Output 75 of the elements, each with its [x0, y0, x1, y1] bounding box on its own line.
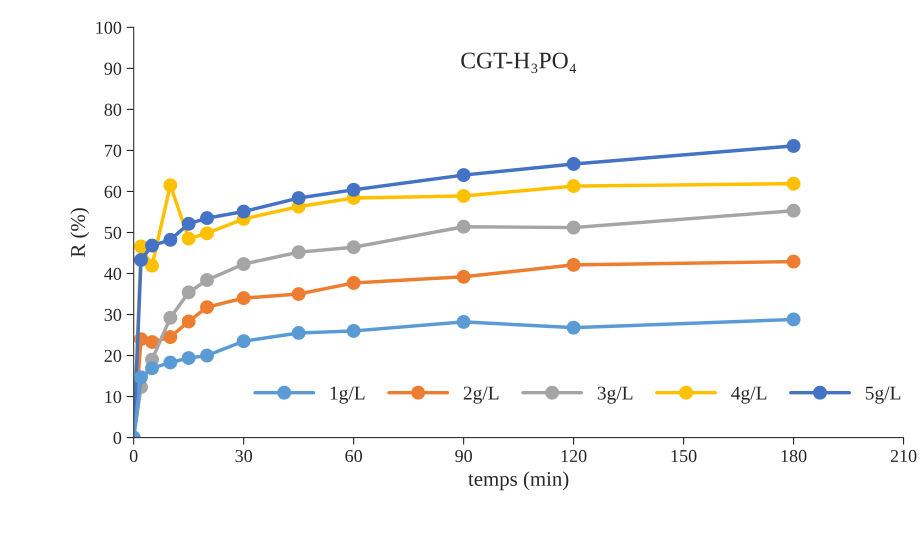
y-tick-label: 10 — [105, 390, 122, 404]
point — [346, 182, 361, 197]
x-tick-label: 90 — [455, 450, 472, 462]
legend-label: 1g/L — [330, 386, 365, 404]
text: CGT-H₃PO₄ — [461, 52, 576, 74]
x-tick-label: 60 — [345, 450, 362, 462]
y-tick-label: 70 — [105, 144, 122, 157]
y-axis-title: R (%) — [70, 208, 90, 258]
point — [456, 270, 471, 284]
point — [182, 285, 196, 300]
point — [786, 204, 801, 218]
x-axis-title: temps (min) — [468, 471, 568, 490]
point — [182, 232, 196, 246]
point — [456, 189, 471, 203]
y-tick-label: 60 — [104, 186, 122, 198]
x-tick-label: 0 — [130, 450, 138, 462]
x-tick-label: 30 — [236, 450, 252, 462]
point — [163, 356, 178, 370]
point — [163, 178, 178, 192]
point — [145, 238, 159, 253]
point — [566, 220, 581, 234]
point — [292, 245, 306, 260]
y-tick-label: 40 — [104, 268, 122, 280]
point — [200, 300, 214, 314]
legend-label: 3g/L — [598, 386, 632, 404]
point — [346, 276, 361, 290]
point — [145, 361, 159, 376]
point — [182, 351, 196, 365]
y-tick-label: 100 — [96, 22, 122, 34]
point — [134, 253, 148, 267]
legend-label: 4g/L — [731, 386, 766, 404]
point — [236, 257, 251, 272]
point — [566, 258, 581, 272]
point — [182, 314, 196, 328]
point — [163, 310, 178, 325]
point — [566, 157, 581, 171]
legend-label: 5g/L — [866, 386, 900, 404]
x-tick-label: 210 — [890, 450, 916, 462]
point — [566, 179, 581, 194]
point — [134, 370, 148, 384]
x-tick-label: 120 — [562, 450, 586, 462]
y-tick-label: 50 — [104, 226, 122, 239]
x-tick-label: 180 — [782, 450, 806, 462]
point — [346, 240, 361, 254]
point — [163, 232, 178, 247]
x-tick-label: 150 — [672, 450, 696, 462]
point — [786, 176, 801, 191]
point — [182, 216, 196, 231]
point — [456, 168, 471, 182]
point — [200, 211, 214, 226]
y-tick-label: 30 — [104, 308, 122, 321]
point — [456, 220, 471, 234]
point — [236, 334, 251, 348]
point — [163, 330, 178, 344]
point — [346, 324, 361, 338]
point — [236, 204, 251, 218]
point — [200, 226, 214, 240]
y-tick-label: 90 — [104, 62, 122, 75]
point — [786, 138, 801, 153]
point — [200, 348, 214, 362]
y-tick-label: 20 — [104, 350, 122, 362]
point — [566, 320, 581, 335]
point — [236, 291, 251, 306]
y-tick-label: 80 — [104, 104, 122, 116]
point — [145, 335, 159, 349]
point — [456, 314, 471, 329]
point — [292, 287, 306, 301]
legend-label: 2g/L — [464, 386, 498, 404]
point — [200, 273, 214, 288]
point — [292, 326, 306, 340]
point — [145, 258, 159, 273]
y-tick-label: 0 — [114, 432, 122, 444]
point — [786, 254, 801, 269]
point — [786, 312, 801, 326]
point — [292, 191, 306, 205]
